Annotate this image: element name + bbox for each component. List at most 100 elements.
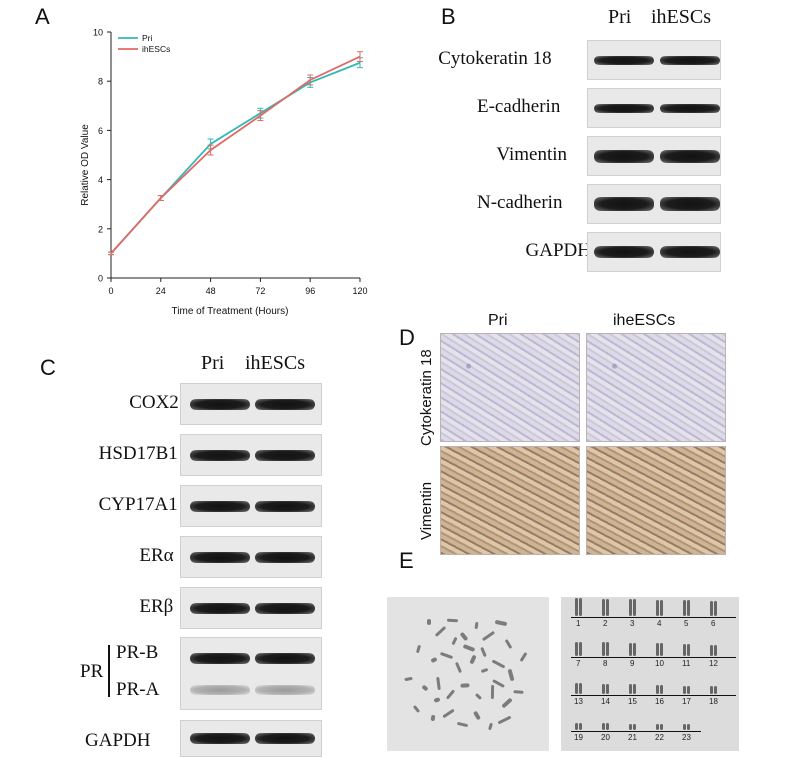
karyogram-row-line: [571, 617, 736, 618]
karyogram-chromosome: [579, 641, 582, 656]
karyogram-chromosome: [629, 724, 632, 730]
ihc-column-pri: Pri: [488, 312, 508, 329]
blot-b-row-label: Cytokeratin 18: [438, 48, 552, 69]
karyogram-number: 9: [630, 659, 635, 668]
karyogram-chromosome: [602, 598, 605, 616]
metaphase-chromosome: [421, 684, 429, 692]
pr-a-band-pri: [190, 685, 250, 695]
karyogram-chromosome: [606, 598, 609, 616]
metaphase-chromosome: [490, 684, 495, 700]
karyogram-chromosome: [660, 599, 663, 616]
metaphase-chromosome: [469, 654, 477, 665]
blot-c-strip: [180, 536, 322, 578]
metaphase-chromosome: [494, 619, 508, 627]
metaphase-chromosome: [459, 631, 469, 642]
metaphase-chromosome: [513, 690, 524, 694]
karyogram-chromosome: [633, 724, 636, 730]
karyogram-chromosome: [579, 722, 582, 730]
blot-c-row-label: CYP17A1: [98, 494, 178, 515]
metaphase-chromosome: [430, 714, 436, 722]
blot-b-row-label: E-cadherin: [477, 96, 561, 117]
metaphase-chromosome: [481, 630, 496, 642]
metaphase-chromosome: [456, 721, 469, 728]
karyogram-chromosome: [575, 641, 578, 656]
panel-label-e: E: [399, 548, 414, 573]
y-tick-label: 4: [98, 175, 103, 185]
gapdh-band-ihescs: [255, 733, 315, 744]
blot-c-row-label: COX2: [129, 392, 179, 413]
ihc-image-pri-cytokeratin: [440, 333, 580, 442]
metaphase-chromosome: [491, 659, 506, 669]
karyogram-number: 13: [574, 697, 583, 706]
blot-b-strip: [587, 40, 721, 80]
karyogram-chromosome: [656, 685, 659, 694]
karyogram-chromosome: [633, 684, 636, 694]
karyogram-chromosome: [656, 643, 659, 656]
x-tick-label: 72: [255, 286, 265, 296]
blot-c-row-label: ERβ: [139, 596, 174, 617]
karyogram-chromosome: [710, 644, 713, 656]
karyogram-chromosome: [575, 722, 578, 730]
y-tick-label: 0: [98, 274, 103, 284]
pr-blot-strip: [180, 637, 322, 710]
karyogram-number: 16: [655, 697, 664, 706]
pr-b-label: PR-B: [116, 642, 159, 663]
karyogram-number: 6: [711, 619, 716, 628]
karyogram-number: 18: [709, 697, 718, 706]
series-line-pri: [110, 61, 361, 255]
karyogram-chromosome: [602, 642, 605, 656]
blot-b-row-label: GAPDH: [525, 240, 591, 261]
metaphase-chromosome: [415, 644, 422, 654]
metaphase-chromosome: [434, 625, 447, 638]
karyogram-number: 23: [682, 733, 691, 742]
metaphase-chromosome: [445, 689, 456, 700]
blot-c-strip-gapdh: [180, 720, 322, 757]
karyogram-chromosome: [683, 724, 686, 730]
y-tick-label: 2: [98, 224, 103, 234]
blot-c-column-ihescs: ihESCs: [245, 352, 306, 374]
blot-c-strip: [180, 587, 322, 629]
y-tick-label: 6: [98, 126, 103, 136]
blot-c-band: [255, 500, 315, 512]
blot-b-column-pri: Pri: [608, 6, 632, 28]
metaphase-chromosome: [442, 708, 455, 719]
blot-b-strip: [587, 232, 721, 272]
blot-c-band: [255, 398, 315, 410]
blot-b-band: [660, 149, 720, 163]
karyogram-chromosome: [687, 685, 690, 694]
karyogram-row-line: [571, 695, 736, 696]
panel-label-a: A: [35, 4, 50, 29]
ihc-row-cytokeratin-18: Cytokeratin 18: [418, 349, 435, 446]
blot-b-band: [660, 103, 720, 113]
metaphase-chromosome: [460, 683, 470, 688]
karyogram-chromosome: [579, 598, 582, 616]
blot-c-band: [255, 449, 315, 461]
blot-b-band: [594, 149, 654, 163]
karyogram-chromosome: [683, 600, 686, 616]
pr-b-band-pri: [190, 653, 250, 664]
metaphase-chromosome: [474, 621, 479, 630]
ihc-image-ihe-vimentin: [586, 446, 726, 555]
metaphase-chromosome: [439, 651, 454, 660]
karyogram-chromosome: [714, 601, 717, 616]
karyogram-chromosome: [575, 683, 578, 694]
pr-label: PR: [80, 661, 104, 682]
karyogram-number: 15: [628, 697, 637, 706]
karyogram-number: 17: [682, 697, 691, 706]
ihc-image-pri-vimentin: [440, 446, 580, 555]
karyogram-chromosome: [656, 724, 659, 730]
blot-c-band: [190, 500, 250, 512]
gapdh-band-pri: [190, 733, 250, 744]
metaphase-chromosome: [446, 618, 459, 623]
panel-label-b: B: [441, 4, 456, 29]
karyogram-number: 22: [655, 733, 664, 742]
chart-series: [108, 51, 363, 256]
blot-b-band: [660, 55, 720, 65]
legend-label: ihESCs: [142, 44, 170, 54]
blot-b-row-label: Vimentin: [496, 144, 568, 165]
blot-c-band: [255, 602, 315, 614]
blot-c-band: [255, 551, 315, 563]
karyogram-chromosome: [714, 644, 717, 656]
metaphase-chromosome: [519, 651, 528, 663]
